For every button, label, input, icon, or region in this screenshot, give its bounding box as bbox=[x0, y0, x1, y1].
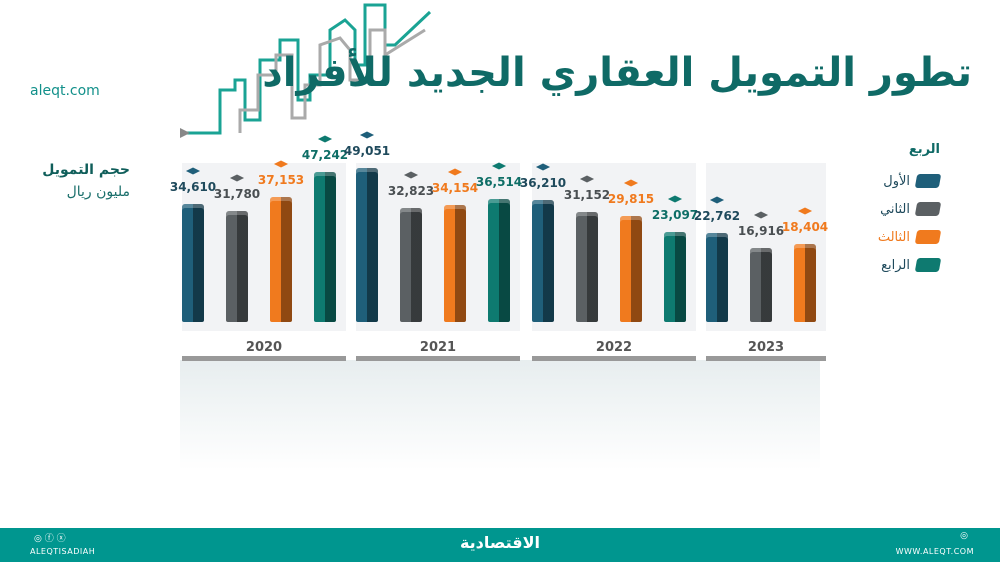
data-label: 31,152 bbox=[563, 188, 611, 203]
data-label: 16,916 bbox=[737, 223, 785, 238]
year-underline bbox=[182, 356, 346, 361]
bar bbox=[750, 247, 772, 322]
footer: ◎ ⓕ ⓧ ALEQTISADIAH الاقتصادية ◎ WWW.ALEQ… bbox=[0, 528, 1000, 562]
social-icons[interactable]: ◎ ⓕ ⓧ bbox=[34, 534, 66, 544]
data-label: 32,823 bbox=[387, 184, 435, 199]
bar bbox=[270, 197, 292, 322]
legend-label: الثاني bbox=[880, 201, 910, 217]
diamond-marker bbox=[317, 135, 333, 143]
bar bbox=[488, 199, 510, 322]
bar bbox=[794, 244, 816, 322]
skyline-graphic bbox=[180, 3, 432, 138]
legend-label: الأول bbox=[883, 173, 910, 189]
bar bbox=[444, 204, 466, 322]
year-underline bbox=[532, 356, 696, 361]
data-label: 37,153 bbox=[257, 173, 305, 188]
unit-line-2: مليون ريال bbox=[66, 184, 130, 200]
footer-logo: الاقتصادية bbox=[459, 533, 541, 552]
bar bbox=[400, 208, 422, 322]
bar bbox=[532, 199, 554, 322]
legend-item: الرابع bbox=[878, 251, 942, 279]
unit-line-1: حجم التمويل bbox=[42, 162, 130, 178]
year-underline bbox=[706, 356, 826, 361]
bar bbox=[664, 232, 686, 322]
site-link[interactable]: aleqt.com bbox=[30, 83, 100, 99]
bar bbox=[576, 212, 598, 322]
legend-item: الثاني bbox=[878, 195, 942, 223]
legend-label: الثالث bbox=[877, 229, 910, 245]
bar bbox=[356, 167, 378, 322]
data-label: 31,780 bbox=[213, 186, 261, 201]
year-label: 2023 bbox=[747, 340, 785, 355]
legend-title: الربع bbox=[908, 142, 940, 157]
footer-handle: ALEQTISADIAH bbox=[30, 547, 96, 556]
year-label: 2021 bbox=[419, 340, 457, 355]
data-label: 49,051 bbox=[343, 143, 391, 158]
data-label: 34,154 bbox=[431, 180, 479, 195]
data-label: 23,097 bbox=[651, 208, 699, 223]
year-label: 2020 bbox=[245, 340, 283, 355]
legend-label: الرابع bbox=[881, 257, 910, 273]
data-label: 18,404 bbox=[781, 220, 829, 235]
data-label: 47,242 bbox=[301, 148, 349, 163]
unit-label: حجم التمويل مليون ريال bbox=[30, 162, 130, 200]
page-title: تطور التمويل العقاري الجديد للأفراد bbox=[262, 50, 972, 96]
year-underline bbox=[356, 356, 520, 361]
data-label: 36,210 bbox=[519, 175, 567, 190]
bar bbox=[182, 203, 204, 322]
year-label: 2022 bbox=[595, 340, 633, 355]
bar bbox=[314, 172, 336, 322]
legend-item: الأول bbox=[878, 167, 942, 195]
data-label: 29,815 bbox=[607, 191, 655, 206]
diamond-marker bbox=[359, 131, 375, 139]
city-background bbox=[180, 360, 820, 470]
footer-website[interactable]: WWW.ALEQT.COM bbox=[895, 547, 974, 556]
bar bbox=[226, 210, 248, 322]
data-label: 22,762 bbox=[693, 209, 741, 224]
legend: الربع الأول الثاني الثالث الرابع bbox=[877, 142, 942, 279]
globe-icon: ◎ bbox=[960, 531, 968, 541]
bar-chart: 2020 34,610 31,780 37,153 47,242 2021 49,051 32… bbox=[169, 131, 829, 361]
bar bbox=[620, 215, 642, 322]
data-label: 36,514 bbox=[475, 175, 523, 190]
legend-item: الثالث bbox=[877, 223, 942, 251]
bar bbox=[706, 233, 728, 322]
data-label: 34,610 bbox=[169, 179, 217, 194]
